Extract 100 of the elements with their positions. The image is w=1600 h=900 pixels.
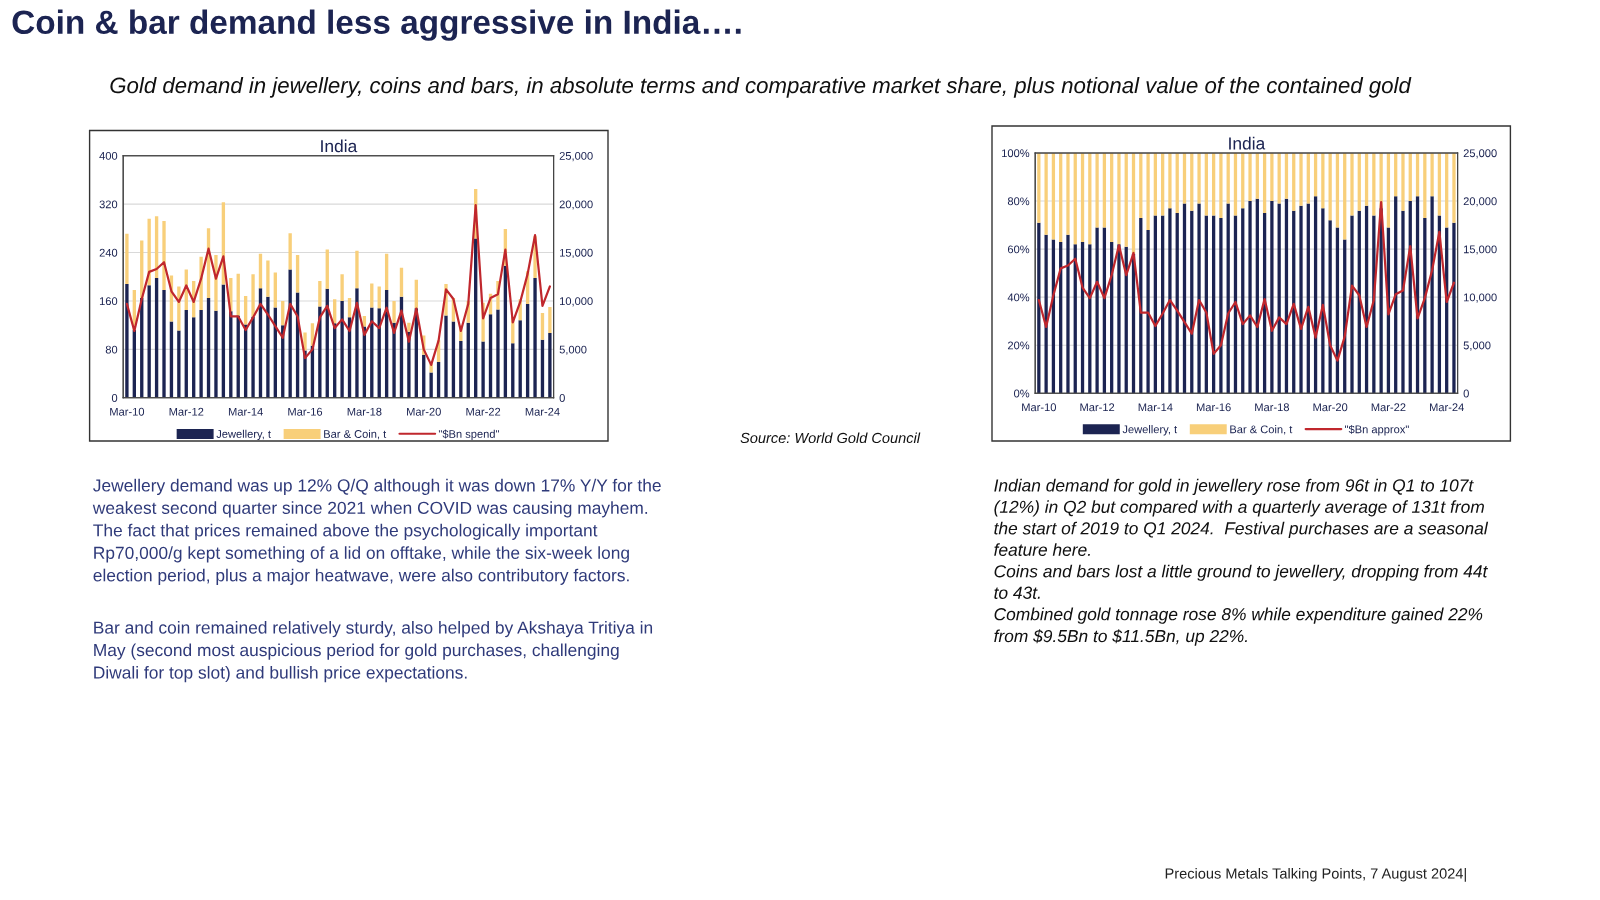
x-tick-label: Mar-20 <box>1313 403 1348 412</box>
bar <box>459 340 463 398</box>
bar <box>251 274 255 317</box>
x-tick-label: Mar-12 <box>169 407 204 416</box>
bar <box>1080 153 1085 242</box>
bar <box>1379 153 1383 209</box>
y2-tick-label: 20,000 <box>1463 197 1497 207</box>
bar <box>251 316 255 398</box>
y2-tick-label: 15,000 <box>1464 245 1497 255</box>
bar <box>1401 153 1405 211</box>
text: Gold demand in jewellery, coins and bars, in absolute terms and comparative market share, plus notional value of the contained gold <box>110 76 1412 98</box>
bar <box>481 341 485 398</box>
x-tick-label: Mar-24 <box>525 407 560 416</box>
source-note: Source: World Gold Council <box>740 432 921 444</box>
bar <box>1117 244 1121 394</box>
bar <box>1059 153 1063 242</box>
bar <box>288 233 292 270</box>
bar <box>540 313 545 340</box>
bar <box>1270 201 1274 394</box>
bar <box>1248 153 1252 202</box>
bar <box>1175 153 1179 214</box>
bar <box>355 288 359 398</box>
bar <box>1284 153 1289 199</box>
y2-tick-label: 25,000 <box>559 151 593 162</box>
legend-label: Bar & Coin, t <box>1230 425 1293 435</box>
line-series <box>1037 200 1456 362</box>
x-tick-label: Mar-16 <box>1196 403 1231 412</box>
y-tick-label: 0 <box>111 394 118 402</box>
bar <box>1248 201 1252 394</box>
y2-tick-label: 10,000 <box>1464 293 1497 303</box>
bar <box>125 233 129 285</box>
bar <box>1321 208 1325 394</box>
text: Precious Metals Talking Points, 7 August 2024| <box>1165 867 1466 882</box>
bar <box>1401 210 1405 394</box>
bar <box>1430 196 1434 394</box>
text: Bar and coin remained relatively sturdy, also helped by Akshaya Tritiya in May (second most auspicious period for gold purchases, challenging Diwali for top slot) and bullish price expectations. <box>94 621 653 683</box>
y-tick-label: 160 <box>99 297 118 306</box>
y-tick-label: 240 <box>99 248 118 257</box>
bar <box>1321 153 1325 209</box>
x-tick-label: Mar-14 <box>228 407 263 416</box>
bar <box>177 330 181 398</box>
bar <box>1102 153 1107 228</box>
y2-tick-label: 15,000 <box>560 248 593 258</box>
x-tick-label: Mar-18 <box>1255 403 1290 412</box>
line-series <box>125 203 551 366</box>
y2-tick-label: 25,000 <box>1463 149 1497 159</box>
bar <box>533 277 537 398</box>
bar <box>1153 215 1157 394</box>
bar <box>1357 153 1361 211</box>
bar <box>1066 234 1070 394</box>
x-tick-label: Mar-22 <box>466 407 501 416</box>
bar <box>1430 153 1434 197</box>
bar <box>1190 153 1194 211</box>
text: Jewellery demand was up 12% Q/Q although it was down 17% Y/Y for the weakest second quarter since 2021 when COVID was causing mayhem. The fact that prices remained above the psychologically important Rp70,000/g kept something of a lid on offtake, while the six-week long election period, plus a major heatwave, were also contributory factors. <box>92 478 661 585</box>
bar <box>1066 153 1070 235</box>
y-tick-label: 100% <box>1002 149 1030 158</box>
bar <box>1124 153 1128 247</box>
y-tick-label: 20% <box>1007 341 1030 350</box>
bar <box>444 315 448 398</box>
bar <box>1277 203 1281 394</box>
legend-label: Bar & Coin, t <box>324 429 387 440</box>
bar <box>1139 153 1143 218</box>
y2-tick-label: 5,000 <box>1463 341 1491 351</box>
y2-tick-label: 5,000 <box>559 345 587 355</box>
bar <box>288 269 292 398</box>
bar <box>1197 153 1201 204</box>
bar <box>1095 153 1099 228</box>
y-tick-label: 400 <box>99 151 118 160</box>
bar <box>1445 153 1449 228</box>
legend-label: "$Bn approx" <box>1345 424 1409 436</box>
bar <box>1044 153 1048 235</box>
bar <box>407 322 411 332</box>
bar <box>214 310 218 398</box>
bar <box>1350 215 1354 394</box>
bar <box>1197 203 1201 394</box>
bar <box>1044 234 1048 394</box>
bar <box>1299 205 1303 394</box>
bar <box>1343 153 1347 240</box>
bar <box>1168 208 1172 394</box>
x-tick-label: Mar-18 <box>347 407 382 416</box>
bar <box>1292 153 1296 211</box>
bar <box>162 290 166 398</box>
bar <box>1386 153 1391 228</box>
bar <box>377 286 381 309</box>
legend-label: "$Bn spend" <box>438 429 499 441</box>
bar <box>318 280 322 307</box>
bar <box>548 333 552 398</box>
bar <box>1219 217 1223 394</box>
bar <box>1350 153 1354 216</box>
y-tick-label: 80 <box>105 345 118 354</box>
bar <box>496 309 500 398</box>
bar <box>1110 153 1114 242</box>
bar <box>1146 229 1150 394</box>
bar <box>1241 153 1245 209</box>
chart-title: India <box>1229 136 1266 150</box>
y2-tick-label: 0 <box>1463 389 1469 398</box>
bar <box>266 296 270 398</box>
bar <box>392 300 396 323</box>
bar <box>1423 153 1427 218</box>
bar <box>1095 227 1099 394</box>
